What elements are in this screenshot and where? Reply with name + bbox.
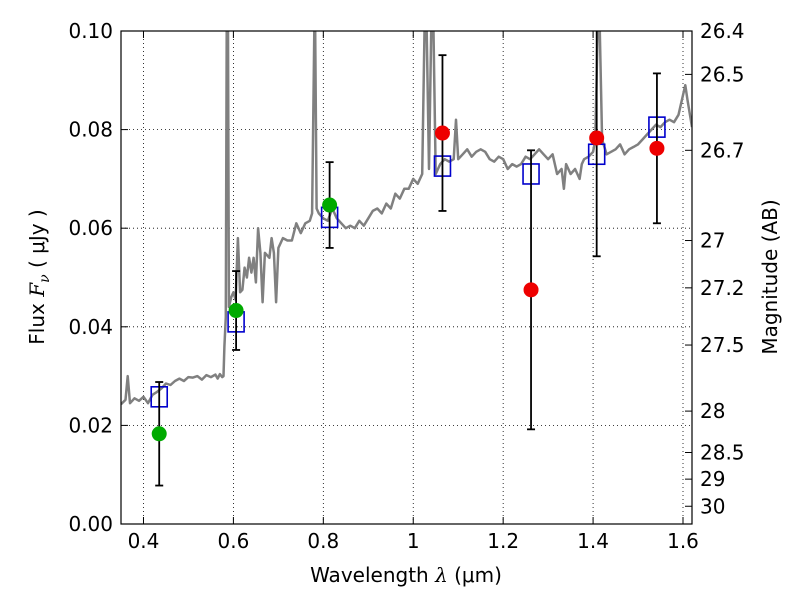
magnitude-tick-label: 28 xyxy=(700,399,725,423)
magnitude-tick-label: 28.5 xyxy=(700,441,745,465)
x-tick-label: 1.4 xyxy=(577,529,609,553)
magnitude-tick-label: 26.4 xyxy=(700,19,745,43)
y-tick-label: 0.06 xyxy=(68,216,113,240)
magnitude-tick-label: 29 xyxy=(700,467,725,491)
x-axis-unit: (μm) xyxy=(454,563,502,587)
observed-point-green xyxy=(322,197,338,213)
x-tick-label: 1.6 xyxy=(667,529,699,553)
x-axis-label: Wavelength λ (μm) xyxy=(310,563,502,587)
magnitude-tick-label: 27.5 xyxy=(700,333,745,357)
y-tick-label: 0.04 xyxy=(68,315,113,339)
y-axis-label: Flux Fν ( μJy ) xyxy=(25,209,53,344)
x-tick-label: 0.4 xyxy=(128,529,160,553)
magnitude-tick-label: 27.2 xyxy=(700,276,745,300)
magnitude-tick-label: 27 xyxy=(700,229,725,253)
x-tick-label: 1.2 xyxy=(487,529,519,553)
y-tick-label: 0.00 xyxy=(68,512,113,536)
y-tick-label: 0.08 xyxy=(68,118,113,142)
magnitude-tick-label: 30 xyxy=(700,494,725,518)
y-axis-unit: ( μJy ) xyxy=(25,209,49,268)
y-tick-label: 0.02 xyxy=(68,413,113,437)
plot-area xyxy=(121,31,692,487)
model-spectrum-line xyxy=(121,31,692,406)
y-axis-subscript: ν xyxy=(37,274,53,283)
observed-point-red xyxy=(523,282,539,298)
x-axis-symbol: λ xyxy=(434,563,448,587)
axes: 0.4 0.6 0.8 1 1.2 1.4 1.6 0.00 0.02 0.04 0.06 0.08 0… xyxy=(68,19,744,553)
observed-point-green xyxy=(151,426,167,442)
observed-point-red xyxy=(434,125,450,141)
x-tick-label: 0.8 xyxy=(307,529,339,553)
grid xyxy=(121,30,692,525)
plot-frame xyxy=(120,30,693,525)
observed-point-green xyxy=(228,303,244,319)
x-tick-label: 0.6 xyxy=(217,529,249,553)
observed-point-red xyxy=(589,130,605,146)
x-tick-label: 1 xyxy=(407,529,420,553)
observed-point-red xyxy=(649,140,665,156)
magnitude-tick-label: 26.5 xyxy=(700,62,745,86)
y-axis-symbol: F xyxy=(25,282,49,298)
magnitude-tick-label: 26.7 xyxy=(700,138,745,162)
y-tick-label: 0.10 xyxy=(68,19,113,43)
right-axis-label: Magnitude (AB) xyxy=(758,199,782,354)
